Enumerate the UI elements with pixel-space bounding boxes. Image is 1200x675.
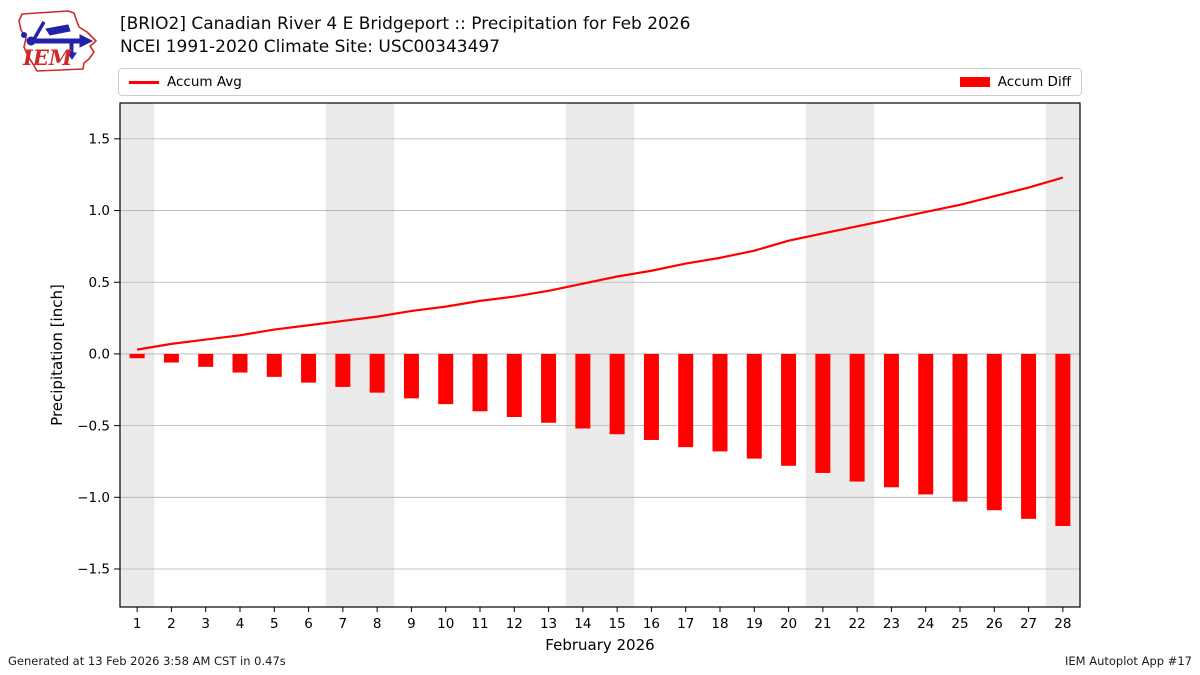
svg-text:19: 19 xyxy=(746,616,763,632)
svg-text:1.5: 1.5 xyxy=(89,132,110,148)
svg-text:13: 13 xyxy=(540,616,557,632)
svg-text:15: 15 xyxy=(609,616,626,632)
svg-text:10: 10 xyxy=(437,616,454,632)
svg-text:28: 28 xyxy=(1054,616,1071,632)
app-credit: IEM Autoplot App #17 xyxy=(1064,654,1192,668)
svg-text:2: 2 xyxy=(167,616,176,632)
svg-text:0.0: 0.0 xyxy=(89,347,110,363)
svg-text:8: 8 xyxy=(373,616,382,632)
generated-timestamp: Generated at 13 Feb 2026 3:58 AM CST in … xyxy=(8,654,286,668)
svg-text:20: 20 xyxy=(780,616,797,632)
legend-entry-accum-diff: Accum Diff xyxy=(959,74,1071,90)
svg-text:12: 12 xyxy=(506,616,523,632)
svg-text:−1.0: −1.0 xyxy=(77,490,110,506)
svg-text:Precipitation [inch]: Precipitation [inch] xyxy=(48,284,66,426)
chart-subtitle: NCEI 1991-2020 Climate Site: USC00343497 xyxy=(120,36,501,57)
svg-text:9: 9 xyxy=(407,616,416,632)
svg-text:1.0: 1.0 xyxy=(89,203,110,219)
svg-text:4: 4 xyxy=(236,616,245,632)
y-axis-ticks: −1.5 −1.0 −0.5 0.0 0.5 1.0 1.5 xyxy=(77,132,120,578)
svg-text:7: 7 xyxy=(339,616,348,632)
svg-text:0.5: 0.5 xyxy=(89,275,110,291)
svg-text:18: 18 xyxy=(711,616,728,632)
weather-vane-icon xyxy=(21,21,94,60)
svg-text:26: 26 xyxy=(986,616,1003,632)
weekend-bands xyxy=(120,103,1080,607)
iowa-outline-icon xyxy=(18,10,97,72)
svg-text:1: 1 xyxy=(133,616,142,632)
legend-diff-label: Accum Diff xyxy=(997,74,1071,90)
logo-text: IEM xyxy=(22,45,73,70)
svg-text:−0.5: −0.5 xyxy=(77,418,110,434)
svg-text:21: 21 xyxy=(814,616,831,632)
avg-line-swatch-icon xyxy=(129,80,159,84)
svg-text:14: 14 xyxy=(574,616,591,632)
legend-avg-label: Accum Avg xyxy=(167,74,242,90)
svg-text:25: 25 xyxy=(951,616,968,632)
diff-bars xyxy=(129,353,1071,526)
axes-frame xyxy=(119,102,1081,608)
svg-text:6: 6 xyxy=(304,616,313,632)
svg-text:22: 22 xyxy=(849,616,866,632)
axis-labels: February 2026 Precipitation [inch] xyxy=(48,284,655,654)
legend-entry-accum-avg: Accum Avg xyxy=(129,74,242,90)
svg-text:16: 16 xyxy=(643,616,660,632)
chart-title: [BRIO2] Canadian River 4 E Bridgeport ::… xyxy=(120,14,691,34)
svg-text:11: 11 xyxy=(471,616,488,632)
svg-text:23: 23 xyxy=(883,616,900,632)
svg-text:February 2026: February 2026 xyxy=(545,636,654,654)
svg-text:27: 27 xyxy=(1020,616,1037,632)
x-axis-ticks: 1 2 3 4 5 6 7 8 9 10 11 12 13 14 15 16 17 18 19 20 21 22 23 24 2… xyxy=(133,607,1071,632)
avg-line xyxy=(136,176,1064,351)
svg-text:17: 17 xyxy=(677,616,694,632)
svg-text:3: 3 xyxy=(201,616,210,632)
svg-text:5: 5 xyxy=(270,616,279,632)
svg-text:24: 24 xyxy=(917,616,934,632)
legend: Accum Avg Accum Diff xyxy=(118,68,1082,96)
diff-bar-swatch-icon xyxy=(959,77,990,87)
svg-text:−1.5: −1.5 xyxy=(77,562,110,578)
iem-logo-icon: IEM xyxy=(18,10,97,72)
